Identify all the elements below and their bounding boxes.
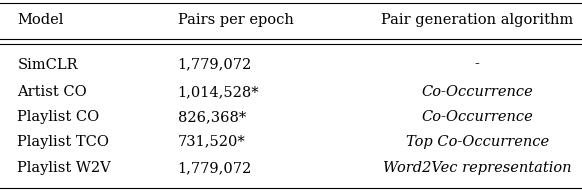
Text: Top Co-Occurrence: Top Co-Occurrence (406, 135, 549, 149)
Text: Word2Vec representation: Word2Vec representation (383, 161, 572, 175)
Text: 1,014,528*: 1,014,528* (178, 85, 259, 99)
Text: 1,779,072: 1,779,072 (178, 161, 252, 175)
Text: Co-Occurrence: Co-Occurrence (421, 85, 533, 99)
Text: SimCLR: SimCLR (17, 58, 78, 72)
Text: Co-Occurrence: Co-Occurrence (421, 110, 533, 124)
Text: Playlist CO: Playlist CO (17, 110, 100, 124)
Text: Pairs per epoch: Pairs per epoch (178, 13, 293, 27)
Text: Playlist TCO: Playlist TCO (17, 135, 109, 149)
Text: 1,779,072: 1,779,072 (178, 58, 252, 72)
Text: Playlist W2V: Playlist W2V (17, 161, 111, 175)
Text: -: - (475, 58, 480, 72)
Text: 731,520*: 731,520* (178, 135, 245, 149)
Text: Pair generation algorithm: Pair generation algorithm (381, 13, 573, 27)
Text: Artist CO: Artist CO (17, 85, 87, 99)
Text: 826,368*: 826,368* (178, 110, 246, 124)
Text: Model: Model (17, 13, 64, 27)
